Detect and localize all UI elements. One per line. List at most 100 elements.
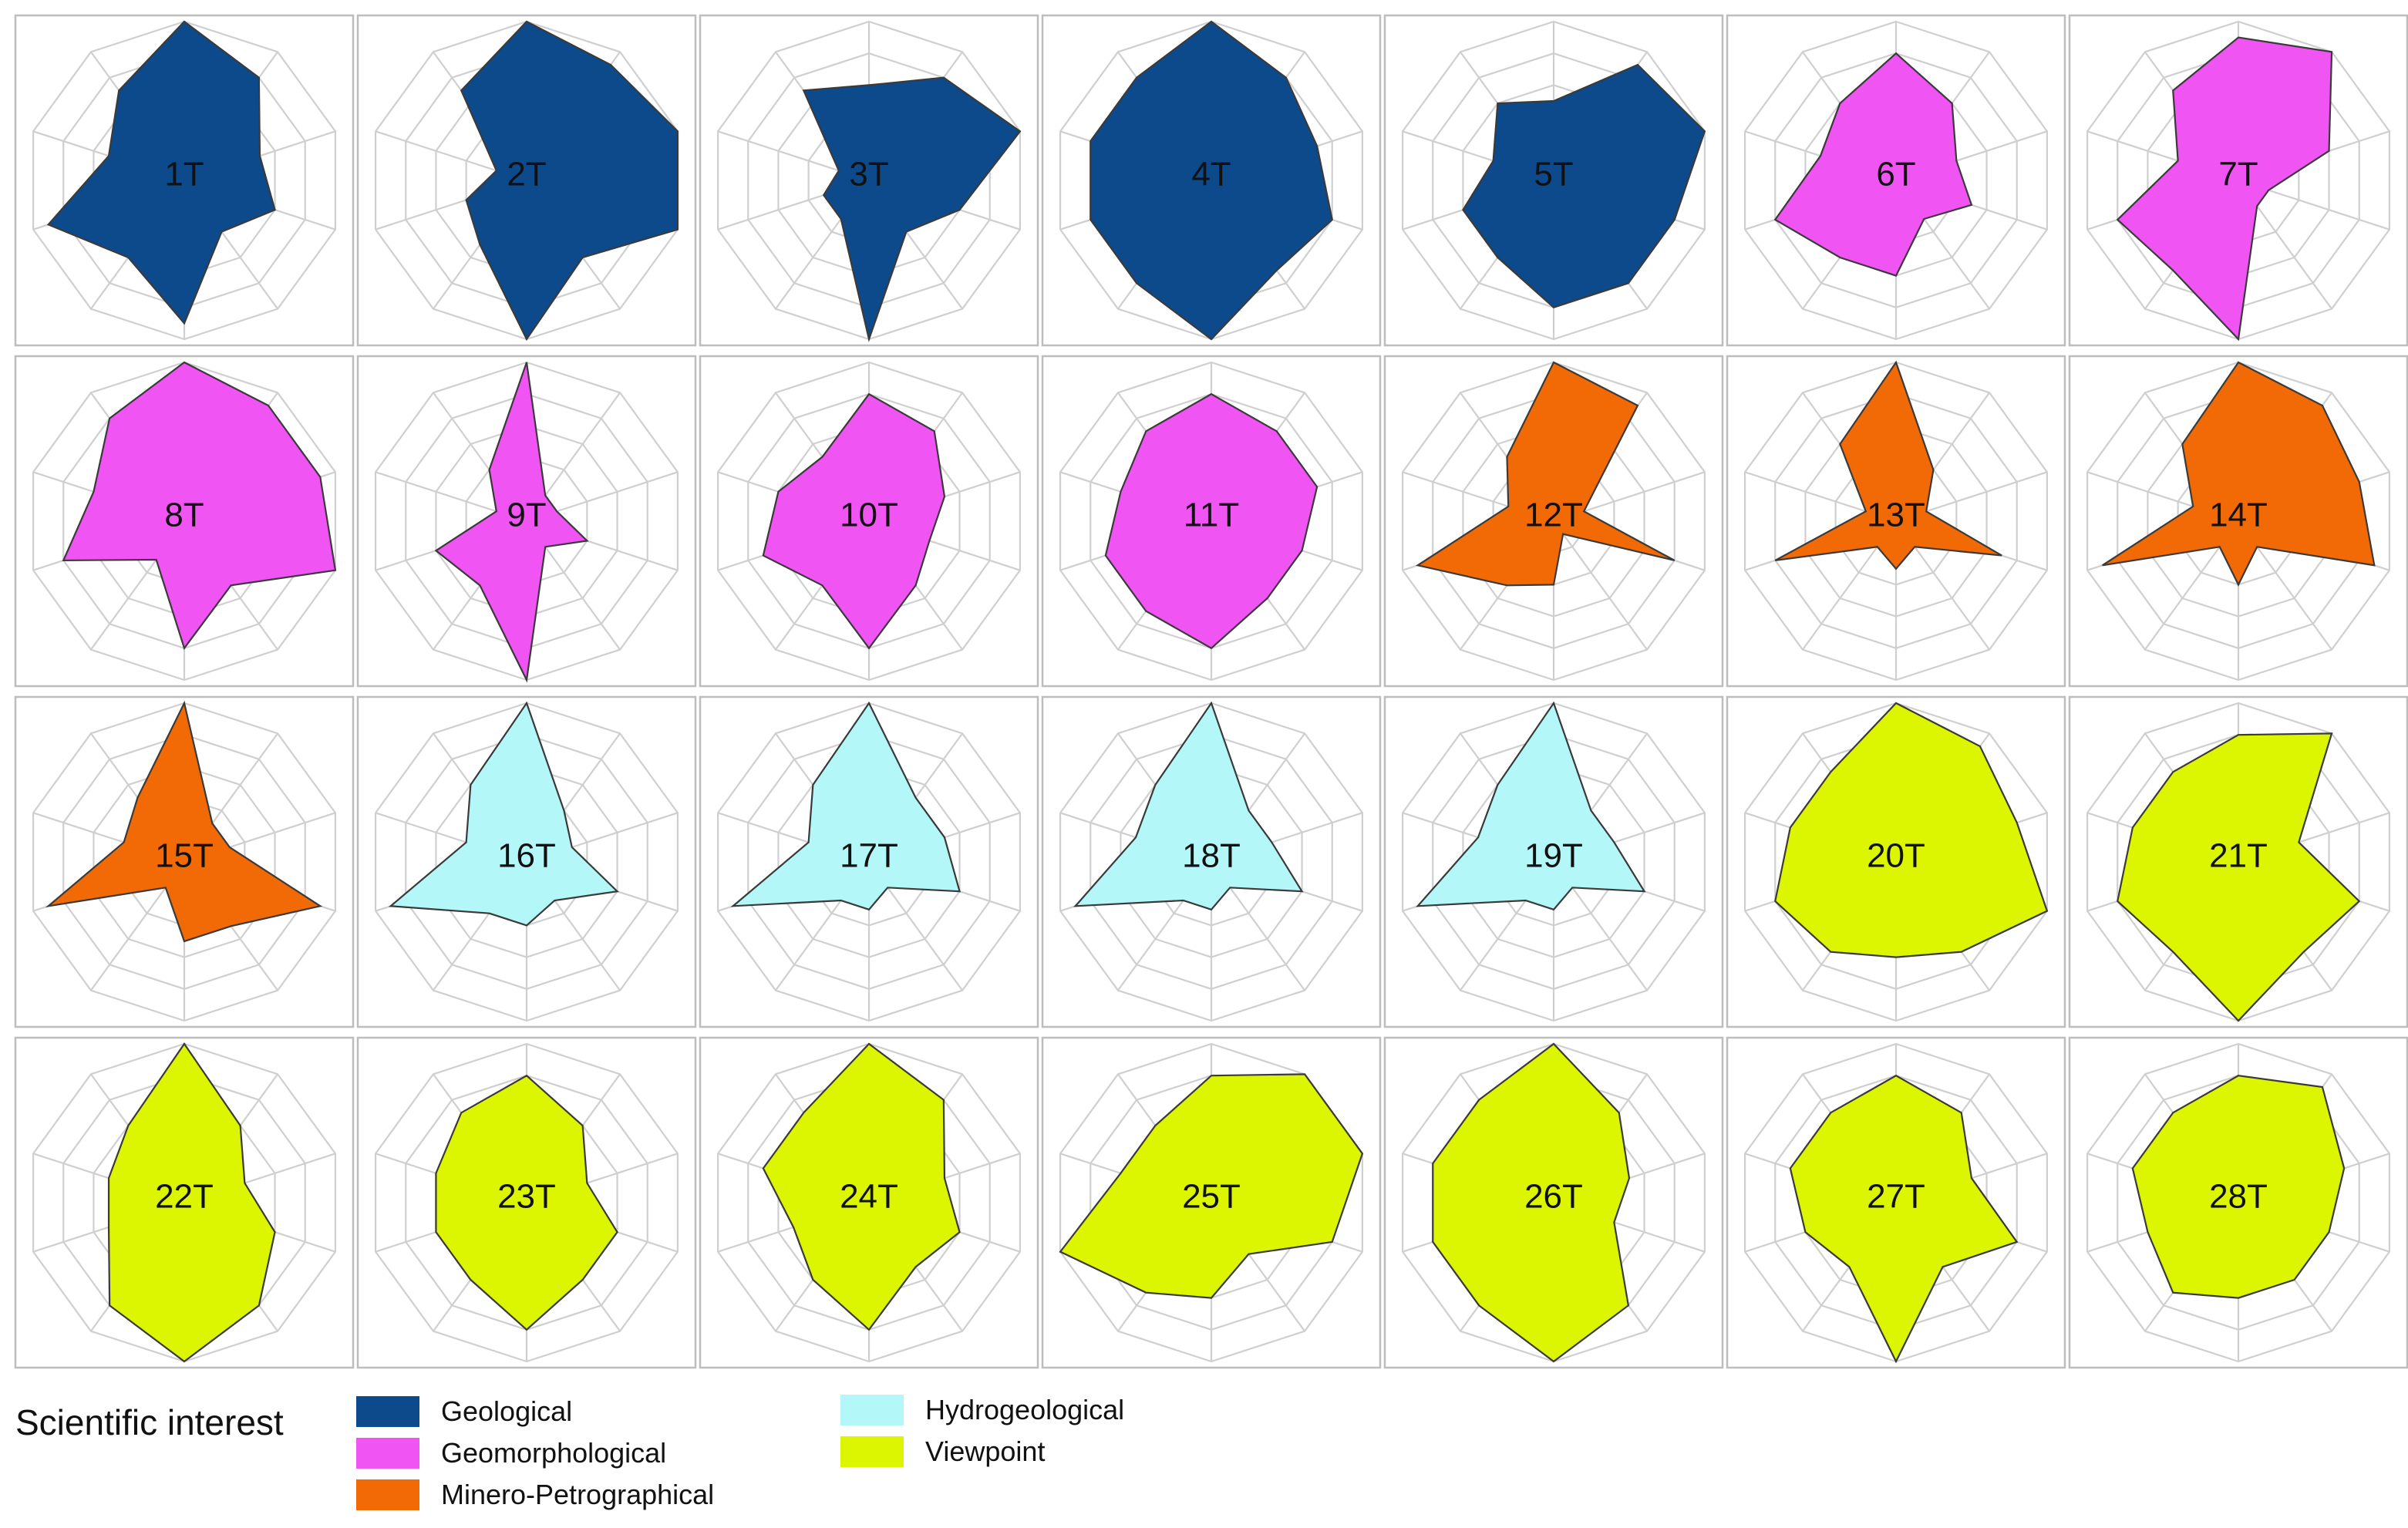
site-label: 9T — [507, 496, 546, 534]
radar-cell-24t: 24T — [699, 1036, 1039, 1369]
radar-cell-10t: 10T — [699, 355, 1039, 688]
site-label: 22T — [155, 1178, 214, 1216]
radar-shape-10t — [762, 392, 946, 650]
radar-cell-9t: 9T — [356, 355, 697, 688]
radar-shape-7t — [2116, 36, 2333, 342]
radar-shape-20t — [1774, 702, 2049, 958]
site-label: 25T — [1182, 1178, 1241, 1216]
radar-shape-28t — [2131, 1075, 2346, 1299]
legend-item-hydrogeological: Hydrogeological — [840, 1394, 1124, 1426]
radar-cell-8t: 8T — [14, 355, 355, 688]
radar-cell-7t: 7T — [2068, 14, 2408, 347]
radar-shape-21t — [2117, 732, 2361, 1022]
site-label: 23T — [497, 1178, 556, 1216]
site-label: 14T — [2209, 496, 2268, 534]
site-label: 16T — [497, 837, 556, 875]
radar-cell-28t: 28T — [2068, 1036, 2408, 1369]
radar-cell-25t: 25T — [1041, 1036, 1382, 1369]
radar-cell-27t: 27T — [1726, 1036, 2066, 1369]
radar-cell-12t: 12T — [1383, 355, 1724, 688]
radar-shape-9t — [434, 362, 589, 683]
grid-spoke — [1553, 520, 1648, 651]
site-label: 20T — [1867, 837, 1925, 875]
radar-shape-23t — [435, 1074, 618, 1331]
legend-swatch-minero-petrographical — [356, 1479, 419, 1510]
radar-cell-15t: 15T — [14, 695, 355, 1028]
radar-chart-grid: 1T 2T 3T 4T 5T 6T 7T 8T 9T 10T 11T 12T 13T 14T 15T 16T 1… — [14, 14, 2408, 1369]
radar-shape-18t — [1073, 701, 1304, 911]
radar-shape-24t — [762, 1042, 961, 1331]
site-label: 17T — [840, 837, 898, 875]
radar-shape-17t — [730, 701, 962, 911]
radar-shape-26t — [1432, 1042, 1631, 1363]
legend-swatch-viewpoint — [840, 1436, 904, 1467]
site-label: 12T — [1524, 496, 1583, 534]
site-label: 2T — [507, 156, 546, 194]
legend-label-viewpoint: Viewpoint — [925, 1435, 1046, 1467]
radar-shape-12t — [1415, 361, 1675, 587]
radar-cell-14t: 14T — [2068, 355, 2408, 688]
radar-shape-25t — [1059, 1073, 1364, 1299]
radar-shape-3t — [802, 76, 1022, 342]
site-label: 5T — [1534, 156, 1573, 194]
site-label: 21T — [2209, 837, 2268, 875]
radar-shape-13t — [1774, 360, 2002, 570]
site-label: 7T — [2218, 156, 2258, 194]
radar-cell-5t: 5T — [1383, 14, 1724, 347]
site-label: 11T — [1184, 496, 1240, 534]
radar-shape-8t — [62, 361, 337, 651]
legend-label-minero-petrographical: Minero-Petrographical — [441, 1479, 715, 1510]
radar-cell-4t: 4T — [1041, 14, 1382, 347]
radar-shape-5t — [1462, 63, 1706, 309]
radar-shape-16t — [388, 701, 619, 927]
site-label: 28T — [2209, 1178, 2268, 1216]
radar-cell-23t: 23T — [356, 1036, 697, 1369]
radar-cell-2t: 2T — [356, 14, 697, 347]
radar-shape-6t — [1773, 52, 1973, 277]
legend-swatch-hydrogeological — [840, 1395, 904, 1425]
site-label: 10T — [840, 496, 898, 534]
radar-cell-11t: 11T — [1041, 355, 1382, 688]
radar-cell-26t: 26T — [1383, 1036, 1724, 1369]
radar-cell-1t: 1T — [14, 14, 355, 347]
legend: Scientific interest Geological Geomorpho… — [0, 1380, 2408, 1519]
site-label: 1T — [164, 156, 204, 194]
site-label: 19T — [1524, 837, 1583, 875]
legend-title: Scientific interest — [15, 1402, 284, 1442]
radar-shape-22t — [107, 1042, 276, 1363]
site-label: 26T — [1524, 1178, 1583, 1216]
radar-shape-27t — [1789, 1074, 2019, 1364]
radar-cell-21t: 21T — [2068, 695, 2408, 1028]
site-label: 13T — [1867, 496, 1925, 534]
radar-shape-15t — [45, 700, 323, 943]
radar-cell-13t: 13T — [1726, 355, 2066, 688]
site-label: 8T — [164, 496, 204, 534]
radar-cell-19t: 19T — [1383, 695, 1724, 1028]
radar-cell-20t: 20T — [1726, 695, 2066, 1028]
radar-cell-16t: 16T — [356, 695, 697, 1028]
radar-shape-2t — [460, 20, 679, 342]
legend-swatch-geological — [356, 1396, 419, 1427]
radar-cell-22t: 22T — [14, 1036, 355, 1369]
site-label: 27T — [1867, 1178, 1925, 1216]
legend-label-geomorphological: Geomorphological — [441, 1437, 667, 1469]
radar-shape-11t — [1104, 392, 1319, 650]
legend-item-minero-petrographical: Minero-Petrographical — [356, 1479, 714, 1511]
radar-cell-18t: 18T — [1041, 695, 1382, 1028]
radar-shape-14t — [2102, 361, 2376, 587]
site-label: 3T — [849, 156, 888, 194]
site-label: 24T — [840, 1178, 898, 1216]
radar-shape-4t — [1089, 20, 1333, 341]
legend-label-geological: Geological — [441, 1395, 573, 1427]
legend-item-geological: Geological — [356, 1395, 572, 1428]
site-label: 18T — [1182, 837, 1241, 875]
radar-cell-3t: 3T — [699, 14, 1039, 347]
radar-cell-17t: 17T — [699, 695, 1039, 1028]
site-label: 6T — [1876, 156, 1915, 194]
site-label: 4T — [1191, 156, 1231, 194]
radar-shape-19t — [1416, 701, 1646, 911]
radar-cell-6t: 6T — [1726, 14, 2066, 347]
radar-shape-1t — [46, 20, 276, 325]
legend-item-geomorphological: Geomorphological — [356, 1437, 666, 1469]
legend-swatch-geomorphological — [356, 1438, 419, 1469]
